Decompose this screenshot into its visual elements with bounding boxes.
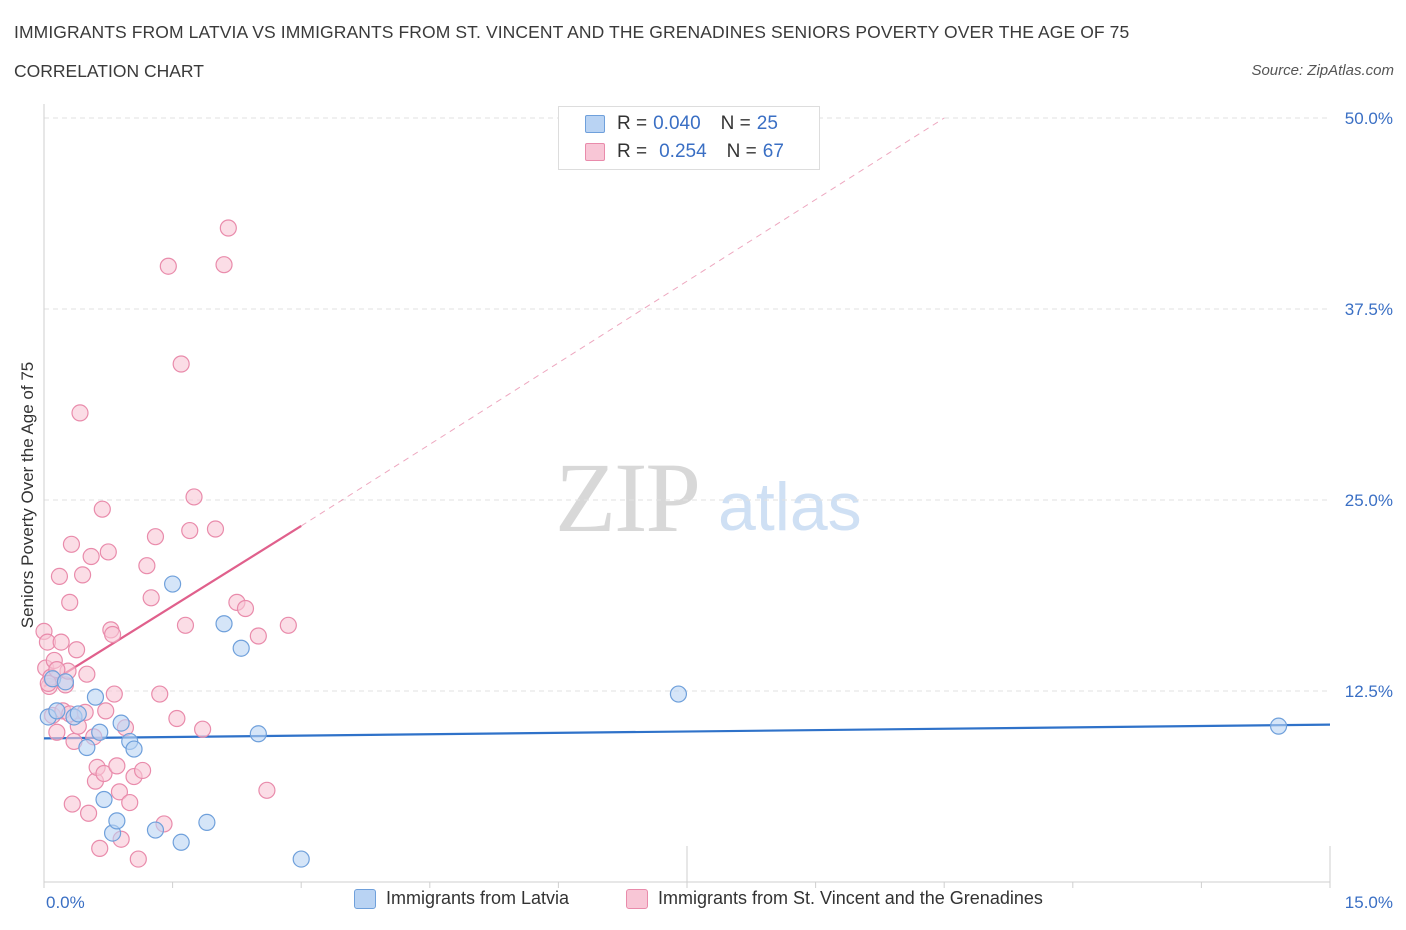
latvia-point	[48, 702, 66, 720]
latvia-point	[249, 725, 267, 743]
svg-point	[91, 839, 109, 857]
r-value: 0.040	[653, 113, 701, 134]
legend-row-latvia: R = 0.040 N = 25	[585, 112, 778, 136]
svg-point	[67, 641, 86, 659]
latvia-point	[198, 813, 216, 832]
svg-point	[172, 355, 190, 373]
svg-point	[71, 404, 89, 422]
svg-point	[249, 627, 267, 645]
watermark-atlas: atlas	[718, 469, 862, 545]
svg-point	[206, 520, 225, 538]
latvia-swatch	[585, 115, 605, 133]
svg-point	[48, 723, 66, 741]
svg-trend-line	[43, 525, 302, 688]
svg-point	[97, 702, 115, 720]
latvia-trend-line	[43, 723, 1331, 740]
svg-point	[236, 599, 255, 618]
latvia-point	[95, 790, 113, 809]
y-tick-label: 25.0%	[1345, 491, 1393, 510]
svg-point	[82, 547, 100, 566]
svg-point	[181, 521, 199, 540]
latvia-point	[125, 740, 143, 758]
svg-point	[63, 795, 81, 813]
latvia-point	[108, 812, 126, 830]
svg-point	[73, 566, 92, 584]
svg-point	[142, 589, 160, 607]
legend-label-latvia: Immigrants from Latvia	[386, 888, 570, 908]
watermark-zip: ZIP	[555, 442, 701, 553]
svg-point	[50, 567, 69, 586]
svg-point	[103, 625, 122, 644]
y-tick-label: 37.5%	[1345, 300, 1393, 319]
svg-point	[185, 488, 203, 506]
r-label: R =	[617, 113, 648, 134]
svg-point	[79, 804, 98, 822]
latvia-point	[146, 821, 165, 839]
chart-title: IMMIGRANTS FROM LATVIA VS IMMIGRANTS FRO…	[14, 22, 1130, 42]
latvia-point	[86, 688, 105, 706]
latvia-legend-swatch	[354, 888, 376, 909]
latvia-point	[215, 615, 233, 633]
latvia-point	[292, 850, 310, 868]
legend-row-svg: R = 0.254 N = 67	[585, 140, 784, 164]
svg-point	[194, 720, 212, 738]
latvia-point	[164, 575, 182, 593]
svg-point	[219, 219, 237, 237]
latvia-point	[112, 714, 130, 732]
latvia-point	[1269, 717, 1288, 735]
svg-point	[133, 761, 152, 780]
r-value: 0.254	[659, 141, 707, 162]
latvia-point	[232, 639, 250, 657]
svg-point	[129, 850, 147, 868]
svg-point	[146, 528, 165, 546]
svg-point	[105, 685, 123, 703]
svg-point	[95, 764, 113, 783]
r-label: R =	[617, 141, 648, 162]
x-tick-label: 15.0%	[1345, 893, 1393, 912]
latvia-point	[669, 685, 688, 703]
n-label: N =	[726, 141, 757, 162]
svg-point	[110, 783, 129, 801]
svg-swatch	[585, 143, 605, 161]
svg-point	[151, 685, 169, 703]
svg-point	[62, 535, 81, 553]
x-tick-label: 0.0%	[46, 893, 85, 912]
svg-point	[279, 616, 297, 634]
svg-point	[138, 557, 156, 575]
n-label: N =	[720, 113, 751, 134]
svg-point	[78, 665, 96, 683]
latvia-point	[78, 738, 96, 757]
legend-item-svg: Immigrants from St. Vincent and the Gren…	[626, 888, 1043, 909]
y-tick-label: 50.0%	[1345, 109, 1393, 128]
legend-item-latvia: Immigrants from Latvia	[354, 888, 569, 909]
latvia-point	[56, 673, 75, 691]
svg-point	[176, 616, 195, 634]
n-value: 25	[756, 113, 778, 134]
latvia-point	[69, 705, 87, 723]
svg-point	[159, 257, 177, 275]
svg-legend-swatch	[626, 888, 648, 909]
n-value: 67	[762, 141, 784, 162]
svg-point	[215, 256, 233, 274]
correlation-legend: R = 0.040 N = 25 R = 0.254 N = 67	[558, 106, 820, 170]
series-legend: Immigrants from Latvia Immigrants from S…	[0, 888, 1406, 916]
svg-point	[258, 781, 276, 799]
legend-label-svg: Immigrants from St. Vincent and the Gren…	[658, 888, 1043, 908]
latvia-point	[91, 723, 109, 741]
y-tick-label: 12.5%	[1345, 682, 1393, 701]
svg-point	[61, 593, 79, 611]
svg-point	[99, 543, 117, 561]
svg-point	[52, 633, 70, 651]
svg-point	[108, 757, 126, 775]
svg-point	[168, 709, 186, 728]
chart-subtitle: CORRELATION CHART	[14, 61, 204, 81]
latvia-point	[172, 833, 190, 851]
source-label: Source: ZipAtlas.com	[1251, 62, 1394, 79]
svg-point	[93, 500, 111, 518]
svg-trend-extension	[300, 117, 945, 527]
svg-point	[121, 793, 139, 812]
